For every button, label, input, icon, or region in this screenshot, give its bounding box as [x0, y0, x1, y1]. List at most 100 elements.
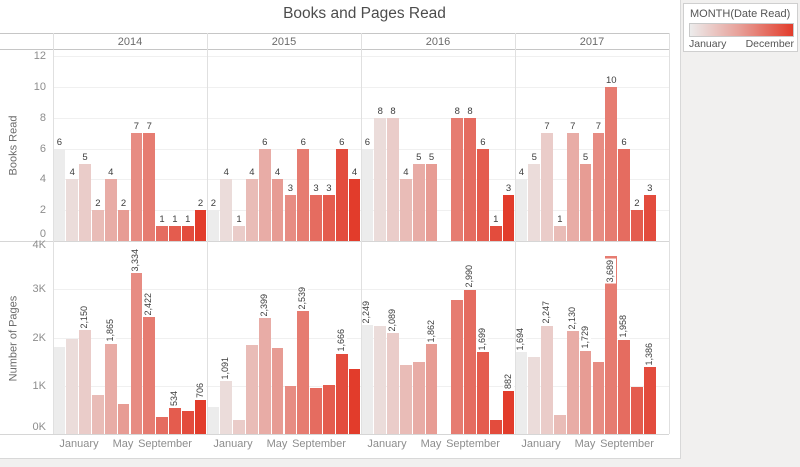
books-bar-2014-june[interactable]: [117, 210, 130, 241]
books-bar-2016-february[interactable]: [374, 117, 387, 241]
books-bar-2016-january[interactable]: [361, 148, 374, 241]
books-bar-2017-july[interactable]: [592, 133, 605, 241]
legend-title: MONTH(Date Read): [690, 8, 791, 20]
year-header-2015[interactable]: 2015: [271, 36, 297, 48]
pages-bar-2017-january[interactable]: [515, 352, 528, 434]
books-bar-2017-february[interactable]: [528, 163, 541, 241]
books-bar-2015-may[interactable]: [258, 148, 271, 241]
pages-bar-2015-january[interactable]: [207, 407, 220, 434]
pages-bar-2014-october[interactable]: [169, 408, 181, 434]
books-bar-2017-may[interactable]: [566, 133, 579, 241]
pages-bar-2014-july[interactable]: [130, 273, 143, 434]
pages-bar-2015-october[interactable]: [323, 385, 335, 434]
year-header-2014[interactable]: 2014: [117, 36, 143, 48]
books-bar-2014-december[interactable]: [194, 210, 207, 241]
pages-bar-2017-july[interactable]: [592, 362, 605, 434]
books-bar-2014-october[interactable]: [169, 225, 181, 241]
books-bar-2017-january[interactable]: [515, 179, 528, 241]
books-bar-2017-september[interactable]: [618, 148, 630, 241]
pages-bar-2016-december[interactable]: [502, 391, 515, 434]
books-bar-2015-november[interactable]: [335, 148, 348, 241]
books-bar-2015-october[interactable]: [323, 194, 335, 241]
books-bar-2016-april[interactable]: [400, 179, 412, 241]
pages-bar-2014-september[interactable]: [156, 417, 168, 434]
pages-bar-2015-july[interactable]: [284, 385, 297, 434]
books-bar-2014-april[interactable]: [92, 210, 104, 241]
pages-bar-2016-april[interactable]: [400, 365, 412, 434]
pages-bar-2017-february[interactable]: [528, 356, 541, 434]
pages-bar-2016-january[interactable]: [361, 325, 374, 434]
books-bar-2015-february[interactable]: [220, 179, 233, 241]
books-bar-2015-march[interactable]: [233, 225, 245, 241]
y-tick-label: 1K: [32, 379, 46, 392]
books-bar-2017-august[interactable]: [605, 86, 618, 241]
books-bar-2015-july[interactable]: [284, 194, 297, 241]
pages-bar-2016-may[interactable]: [412, 362, 425, 434]
pages-bar-2017-june[interactable]: [579, 350, 592, 434]
pages-bar-2017-october[interactable]: [631, 387, 643, 434]
pages-bar-2014-april[interactable]: [92, 394, 104, 434]
books-bar-2017-april[interactable]: [554, 225, 566, 241]
pages-bar-2016-august[interactable]: [451, 299, 464, 434]
books-bar-2015-june[interactable]: [271, 179, 284, 241]
pages-bar-2015-february[interactable]: [220, 381, 233, 434]
pages-bar-2015-november[interactable]: [335, 353, 348, 434]
books-bar-2014-august[interactable]: [143, 133, 156, 241]
pages-bar-2016-november[interactable]: [489, 420, 502, 434]
pages-bar-2016-september[interactable]: [464, 289, 476, 434]
books-bar-2014-february[interactable]: [66, 179, 79, 241]
books-bar-2016-may[interactable]: [412, 163, 425, 241]
books-bar-2016-march[interactable]: [387, 117, 399, 241]
pages-bar-2014-december[interactable]: [194, 399, 207, 434]
pages-bar-2015-december[interactable]: [348, 368, 361, 434]
books-bar-2016-august[interactable]: [451, 117, 464, 241]
pages-bar-2017-november[interactable]: [643, 367, 656, 434]
books-bar-2014-november[interactable]: [181, 225, 194, 241]
pages-bar-2014-august[interactable]: [143, 317, 156, 434]
books-bar-2015-september[interactable]: [310, 194, 322, 241]
books-bar-2017-june[interactable]: [579, 163, 592, 241]
books-bar-2016-november[interactable]: [489, 225, 502, 241]
books-bar-2015-august[interactable]: [297, 148, 310, 241]
books-bar-2017-march[interactable]: [541, 133, 553, 241]
pages-bar-2014-june[interactable]: [117, 404, 130, 434]
pages-bar-2014-november[interactable]: [181, 410, 194, 434]
pages-bar-2017-april[interactable]: [554, 415, 566, 434]
bar-label: 3,334: [130, 247, 142, 273]
books-bar-2016-october[interactable]: [477, 148, 489, 241]
books-bar-2015-december[interactable]: [348, 179, 361, 241]
pages-bar-2016-february[interactable]: [374, 325, 387, 434]
pages-bar-2015-may[interactable]: [258, 318, 271, 434]
pages-bar-2016-june[interactable]: [425, 344, 438, 434]
books-bar-2014-january[interactable]: [53, 148, 66, 241]
pages-bar-2015-march[interactable]: [233, 420, 245, 434]
books-bar-2016-september[interactable]: [464, 117, 476, 241]
pages-bar-2014-march[interactable]: [79, 330, 91, 434]
books-bar-2017-october[interactable]: [631, 210, 643, 241]
pages-bar-2014-may[interactable]: [104, 344, 117, 434]
books-bar-2014-march[interactable]: [79, 163, 91, 241]
pages-bar-2014-january[interactable]: [53, 347, 66, 434]
pages-bar-2015-april[interactable]: [246, 344, 258, 434]
pages-bar-2017-september[interactable]: [618, 339, 630, 434]
books-bar-2017-november[interactable]: [643, 194, 656, 241]
pages-bar-2014-february[interactable]: [66, 339, 79, 434]
books-bar-2014-may[interactable]: [104, 179, 117, 241]
pages-bar-2016-october[interactable]: [477, 352, 489, 434]
books-bar-2016-june[interactable]: [425, 163, 438, 241]
pages-bar-2015-june[interactable]: [271, 348, 284, 434]
pages-bar-2015-september[interactable]: [310, 388, 322, 434]
pages-bar-2017-august[interactable]: [605, 256, 618, 434]
pages-bar-2016-march[interactable]: [387, 333, 399, 434]
year-header-2017[interactable]: 2017: [579, 36, 605, 48]
pages-bar-2017-may[interactable]: [566, 331, 579, 434]
pages-bar-2015-august[interactable]: [297, 311, 310, 434]
books-bar-2014-september[interactable]: [156, 225, 168, 241]
books-bar-2015-january[interactable]: [207, 210, 220, 241]
pages-bar-2017-march[interactable]: [541, 325, 553, 434]
year-header-2016[interactable]: 2016: [425, 36, 451, 48]
books-bar-2015-april[interactable]: [246, 179, 258, 241]
books-bar-2014-july[interactable]: [130, 133, 143, 241]
legend-gradient-bar[interactable]: [689, 23, 794, 37]
books-bar-2016-december[interactable]: [502, 194, 515, 241]
